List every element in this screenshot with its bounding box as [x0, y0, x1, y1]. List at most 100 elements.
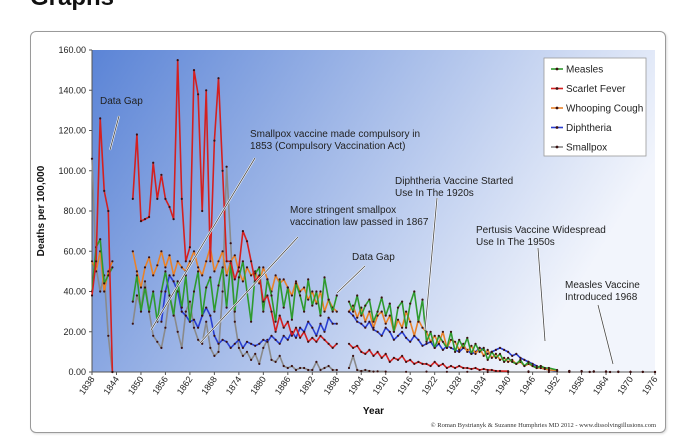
data-point [307, 368, 310, 372]
data-point [494, 352, 497, 355]
data-point [205, 286, 208, 289]
data-point [168, 274, 171, 277]
data-point [197, 270, 200, 273]
data-point [445, 346, 448, 349]
data-point [323, 330, 326, 333]
data-point [441, 348, 444, 351]
data-point [90, 157, 94, 160]
data-point [523, 358, 526, 361]
data-point [184, 310, 187, 313]
data-point [139, 286, 143, 289]
data-point [262, 266, 265, 269]
data-point [352, 354, 355, 357]
data-point [192, 326, 196, 329]
x-tick-label: 1850 [126, 374, 146, 396]
data-point [311, 304, 314, 307]
data-point [274, 330, 277, 333]
data-point [547, 368, 551, 372]
data-point [445, 366, 448, 370]
annotation-smallpox1853: Smallpox vaccine made compulsory in1853 … [150, 129, 420, 331]
x-tick-label: 1862 [175, 374, 195, 396]
data-point [486, 368, 489, 372]
data-point [364, 304, 367, 307]
x-tick-label: 1868 [199, 374, 219, 396]
data-point [237, 338, 240, 341]
data-point [233, 342, 236, 345]
data-point [270, 358, 273, 361]
data-point [172, 274, 175, 277]
data-point [405, 336, 408, 339]
data-point [356, 294, 359, 297]
data-point [143, 218, 147, 221]
data-point [180, 310, 183, 313]
data-point [152, 290, 155, 293]
data-point [168, 294, 171, 297]
data-point [629, 370, 632, 374]
data-point [494, 369, 497, 373]
data-point [421, 362, 424, 365]
data-point [111, 370, 114, 374]
data-point [201, 342, 204, 345]
data-point [254, 344, 257, 347]
annotation-pointer [199, 236, 299, 344]
y-tick-label: 160.00 [58, 45, 86, 55]
data-point [188, 260, 191, 263]
data-point [409, 320, 412, 323]
data-point [449, 364, 453, 368]
data-point [454, 340, 457, 343]
data-point [425, 340, 428, 343]
data-point [209, 314, 212, 317]
data-point [107, 274, 110, 277]
data-point [441, 362, 444, 365]
data-point [531, 364, 534, 368]
data-point [323, 338, 326, 341]
data-point [396, 334, 400, 337]
data-point [470, 367, 473, 371]
data-point [449, 346, 453, 349]
data-point [356, 344, 359, 347]
x-tick-label: 1958 [567, 374, 587, 396]
data-point [515, 352, 518, 355]
data-point [152, 161, 155, 164]
data-point [319, 368, 322, 372]
data-point [604, 370, 608, 373]
data-point [511, 354, 514, 357]
data-point [405, 370, 408, 373]
data-point [352, 310, 355, 313]
data-point [356, 368, 359, 372]
data-point [286, 338, 289, 341]
data-point [319, 334, 322, 337]
data-point [641, 370, 644, 373]
x-tick-label: 1940 [493, 374, 513, 396]
data-point [376, 330, 379, 333]
data-point [401, 300, 404, 303]
data-point [262, 346, 265, 349]
data-point [617, 370, 620, 373]
data-point [250, 274, 253, 277]
legend-swatch-marker [555, 106, 559, 110]
data-point [156, 264, 159, 267]
data-point [335, 294, 338, 297]
data-point [507, 370, 510, 373]
data-point [335, 342, 338, 345]
data-point [311, 368, 314, 372]
data-point [258, 274, 261, 277]
data-point [392, 330, 395, 333]
data-point [368, 298, 371, 301]
data-point [384, 314, 387, 317]
annotation-pointer [537, 247, 546, 342]
data-point [241, 260, 244, 263]
data-point [653, 370, 657, 374]
data-point [454, 350, 457, 353]
data-point [580, 369, 583, 373]
legend-entry: Whooping Cough [566, 104, 643, 115]
data-point [233, 320, 236, 323]
data-point [160, 320, 163, 323]
data-point [250, 342, 253, 345]
data-point [111, 266, 114, 269]
x-tick-label: 1844 [101, 374, 121, 396]
data-point [294, 368, 298, 372]
data-point [197, 93, 200, 96]
y-tick-label: 140.00 [58, 85, 86, 95]
data-point [417, 360, 420, 363]
